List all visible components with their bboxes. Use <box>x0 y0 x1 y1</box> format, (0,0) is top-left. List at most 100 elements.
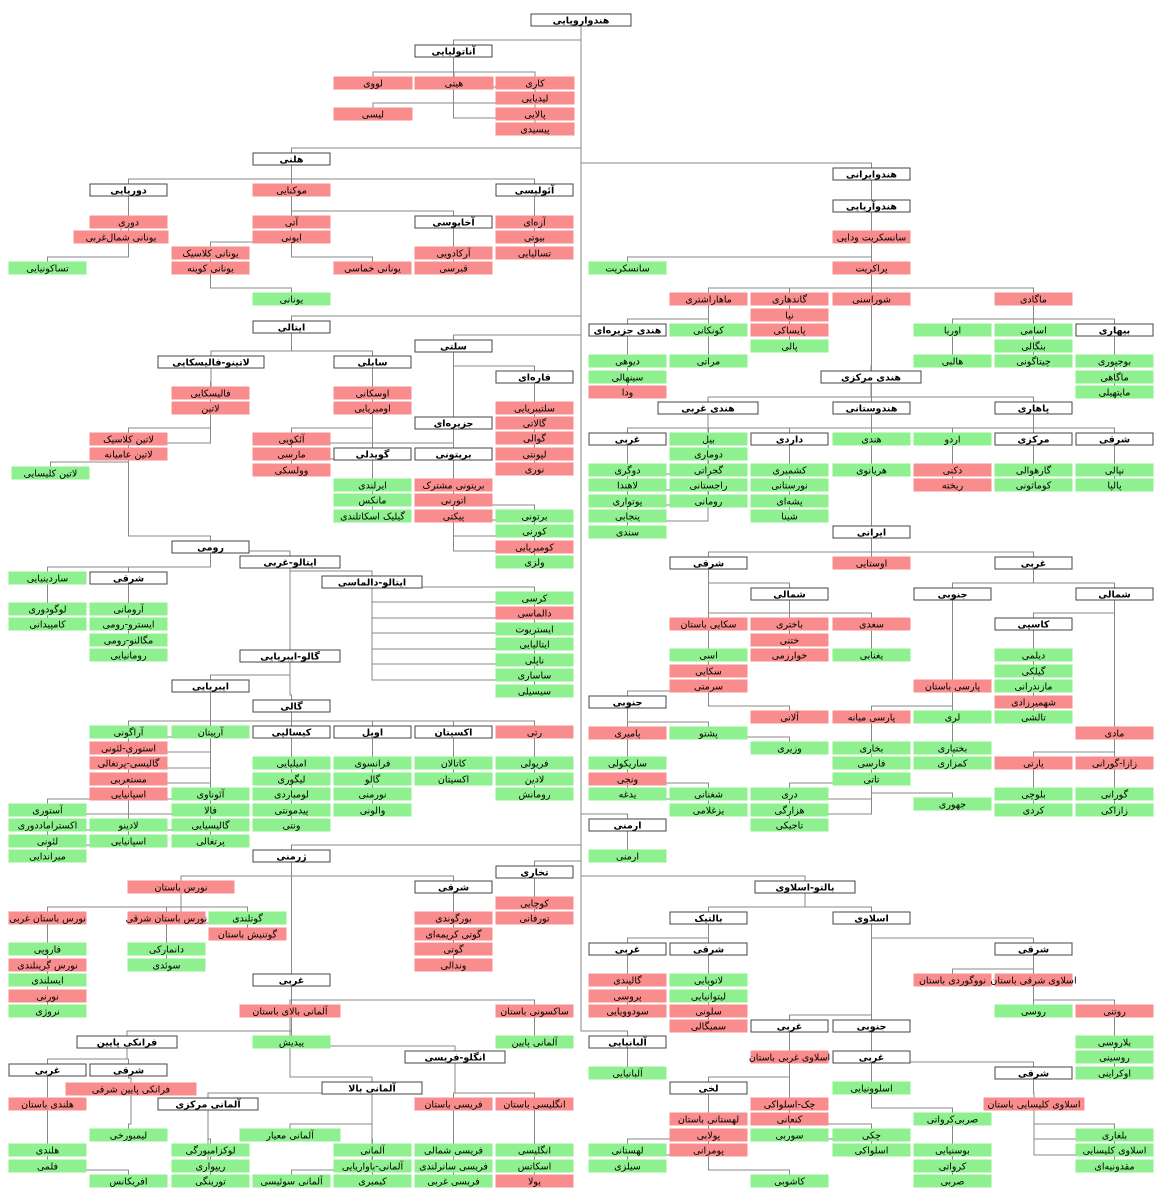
node-label: کوچایی <box>520 899 549 910</box>
node-label: لاتین عامیانه <box>104 450 152 461</box>
node: فرانکی پایین <box>76 1035 178 1049</box>
node-box <box>832 1143 911 1157</box>
edge <box>291 333 373 356</box>
node-label: کردی <box>1023 806 1045 817</box>
edge <box>952 955 1034 974</box>
node-box <box>994 648 1073 662</box>
node-label: چکی <box>862 1131 881 1142</box>
node-label: نیا <box>785 311 793 322</box>
node: پارتی <box>994 756 1073 770</box>
node: سمیگالی <box>669 1019 748 1033</box>
node: زازاکی <box>1075 803 1154 817</box>
node-box <box>252 725 331 739</box>
node: گالیسیایی <box>171 818 250 832</box>
node-label: آلمانی مرکزی <box>175 1098 241 1111</box>
node-box <box>913 710 992 724</box>
node: ریپواری <box>171 1159 250 1173</box>
node-label: استوری-لئونی <box>101 744 156 755</box>
node-box <box>588 354 667 368</box>
node-box <box>832 772 911 786</box>
edge <box>1033 1110 1115 1129</box>
node-label: لیسی <box>362 110 384 121</box>
node-box <box>414 493 493 507</box>
node-box <box>832 556 911 570</box>
node-box <box>252 772 331 786</box>
node-label: نروژی <box>35 1007 60 1018</box>
node-label: آلمانی-باواریایی <box>342 1160 404 1173</box>
node-box <box>495 122 575 136</box>
node-box <box>588 849 667 863</box>
node-box <box>495 591 574 605</box>
node-box <box>1075 1159 1154 1173</box>
node: فارسی <box>832 756 911 770</box>
node: آستوری <box>8 803 87 817</box>
node-label: اسامی <box>1020 326 1047 337</box>
node-box <box>657 401 759 415</box>
node-box <box>1075 385 1154 399</box>
node-label: صربی <box>941 1177 965 1188</box>
node-box <box>588 1066 667 1080</box>
node-label: آناتولیایی <box>431 45 476 58</box>
node-box <box>495 416 574 430</box>
node-box <box>1075 478 1154 492</box>
node-box <box>495 787 574 801</box>
node-label: بیهاری <box>1099 326 1130 337</box>
node-label: گیلکی <box>1022 666 1046 678</box>
node-label: اسلواکی <box>855 1146 889 1157</box>
node: شغنانی <box>669 787 748 801</box>
node-box <box>171 725 250 739</box>
node: یولا <box>495 1174 574 1188</box>
node-label: لری <box>945 713 961 724</box>
node: نوری <box>495 462 574 476</box>
node-box <box>8 958 87 972</box>
node-box <box>669 463 748 477</box>
node-label: بورگوندی <box>435 913 472 925</box>
node: کوماثونی <box>994 478 1073 492</box>
node-label: مگالنو-رومی <box>104 635 154 647</box>
node-box <box>495 1143 574 1157</box>
node-label: پیسیدی <box>520 125 550 136</box>
node: نپالی <box>1075 463 1154 477</box>
node: ودا <box>588 385 667 399</box>
node-label: کوماثونی <box>1016 481 1052 492</box>
node: ولزی <box>495 555 574 569</box>
edge <box>708 538 872 557</box>
node-box <box>588 756 667 770</box>
edge <box>1033 986 1115 1005</box>
node-box <box>994 354 1073 368</box>
node-box <box>252 756 331 770</box>
node: ژرمنی <box>252 849 331 863</box>
edge <box>47 1110 129 1175</box>
node-box <box>414 772 493 786</box>
node-label: کشمیری <box>772 466 807 477</box>
node: شرقی <box>669 556 748 570</box>
node-label: سینهالی <box>612 373 644 384</box>
node-label: نورمنی <box>358 790 386 801</box>
node-label: هندی غربی <box>681 404 735 415</box>
node-box <box>89 447 168 461</box>
node-box <box>414 44 493 58</box>
node: اسلاوی کلیسایی <box>1075 1143 1154 1157</box>
node-label: مایتهیلی <box>1099 388 1131 399</box>
node-box <box>89 787 168 801</box>
node-box <box>239 1004 341 1018</box>
edge <box>291 712 535 726</box>
node: نورس گرینلندی <box>8 958 87 972</box>
node-label: سرمتی <box>694 682 723 693</box>
node-box <box>1075 1035 1154 1049</box>
edge <box>453 352 535 371</box>
node-box <box>669 1143 748 1157</box>
node: پوتواری <box>588 494 667 508</box>
node-box <box>127 942 206 956</box>
node-box <box>73 230 169 244</box>
node: اسکاتس <box>495 1159 574 1173</box>
edge <box>708 600 790 618</box>
node-box <box>588 509 667 523</box>
node: غربی <box>588 432 667 446</box>
node-label: هلندی باستان <box>21 1100 74 1111</box>
node: لووی <box>333 76 413 90</box>
node-box <box>669 447 748 461</box>
node-label: اویل <box>362 728 383 739</box>
node: گیلکی <box>994 664 1073 678</box>
node-box <box>750 432 829 446</box>
